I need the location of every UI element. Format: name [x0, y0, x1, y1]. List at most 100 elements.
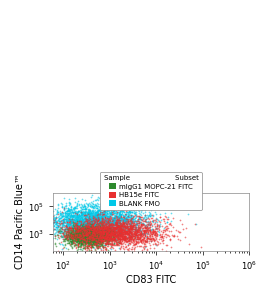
Point [60, 225, 64, 230]
Point [63, 212, 67, 217]
Point [95, 238, 100, 243]
Point [94, 244, 98, 249]
Point [92, 243, 96, 248]
Point [95, 232, 99, 237]
Point [95, 220, 99, 224]
Point [95, 210, 100, 214]
Point [85, 240, 90, 244]
Point [90, 228, 94, 233]
Point [98, 208, 103, 212]
Point [75, 233, 79, 238]
Point [97, 229, 101, 233]
Point [97, 228, 102, 233]
Point [131, 236, 136, 241]
Point [54, 212, 58, 216]
Point [59, 216, 63, 221]
Point [126, 219, 131, 224]
Point [128, 209, 132, 214]
Point [113, 224, 117, 229]
Point [76, 238, 80, 243]
Point [81, 234, 85, 239]
Point [98, 232, 102, 237]
Point [79, 237, 84, 242]
Point [102, 226, 107, 231]
Point [159, 218, 163, 222]
Point [103, 221, 108, 226]
Point [118, 223, 122, 228]
Point [81, 233, 85, 238]
Point [129, 230, 133, 234]
Point [66, 229, 71, 234]
Point [78, 219, 82, 224]
Point [143, 228, 148, 233]
Point [113, 232, 118, 237]
Point [69, 244, 73, 248]
Point [93, 229, 97, 233]
Point [105, 224, 110, 229]
Point [121, 225, 126, 230]
Point [71, 236, 76, 241]
Point [88, 224, 92, 229]
Point [130, 216, 134, 220]
Point [88, 222, 93, 227]
Point [100, 227, 104, 232]
Point [66, 232, 70, 237]
Point [82, 239, 86, 244]
Point [73, 218, 78, 223]
Point [79, 230, 83, 235]
Point [178, 237, 183, 242]
Point [126, 226, 131, 231]
Point [88, 233, 92, 238]
Point [84, 233, 88, 238]
Point [91, 211, 95, 216]
Point [69, 228, 74, 233]
Point [110, 235, 115, 240]
Point [51, 208, 56, 213]
Point [98, 236, 103, 240]
Point [101, 209, 105, 214]
Point [80, 240, 85, 244]
Point [72, 230, 76, 235]
Point [137, 214, 142, 218]
Point [111, 223, 115, 228]
Point [94, 206, 98, 210]
Point [108, 228, 112, 233]
Point [82, 216, 86, 221]
Point [122, 237, 126, 242]
Point [85, 232, 89, 237]
Point [80, 234, 85, 239]
Point [94, 239, 98, 244]
Point [79, 236, 83, 241]
Point [69, 232, 74, 237]
Point [79, 236, 84, 241]
Point [108, 190, 112, 195]
Point [74, 215, 78, 220]
Point [122, 226, 126, 231]
Point [148, 223, 152, 228]
Point [95, 236, 100, 241]
Point [92, 222, 97, 227]
Point [134, 236, 139, 240]
Point [80, 236, 84, 240]
Point [98, 238, 102, 243]
Point [122, 224, 126, 228]
Point [85, 233, 89, 238]
Point [128, 209, 132, 214]
Point [99, 239, 103, 244]
Point [102, 229, 106, 233]
Point [108, 232, 112, 237]
Point [72, 235, 76, 240]
Point [121, 244, 125, 249]
Point [70, 212, 74, 217]
Point [91, 205, 95, 209]
Point [100, 220, 104, 225]
Point [81, 218, 85, 223]
Point [91, 228, 95, 233]
Point [154, 216, 158, 221]
Point [116, 226, 120, 230]
Point [158, 219, 162, 224]
Point [75, 232, 79, 237]
Point [92, 220, 96, 225]
Point [81, 212, 85, 217]
Point [113, 239, 117, 244]
